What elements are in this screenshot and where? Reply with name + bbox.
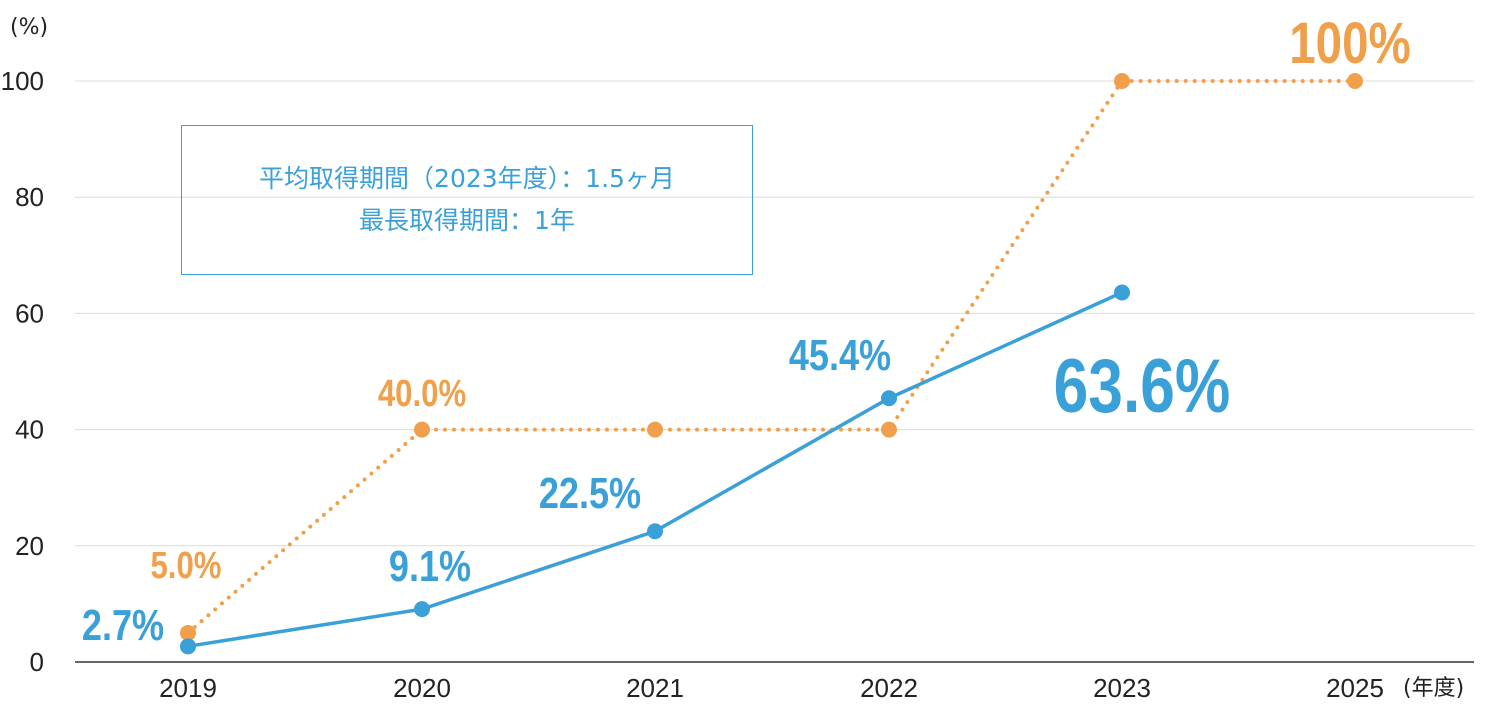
data-label: 22.5% xyxy=(539,469,641,518)
data-label: 40.0% xyxy=(378,373,466,415)
x-axis-unit: (年度) xyxy=(1403,676,1464,701)
x-axis-ticks: 2019 2020 2021 2022 2023 2025 xyxy=(159,673,1384,703)
y-tick-label: 0 xyxy=(30,647,44,677)
data-point xyxy=(647,523,663,540)
data-point xyxy=(180,638,196,655)
data-point xyxy=(414,421,430,438)
info-box: 平均取得期間（2023年度）：1.5ヶ月 最長取得期間：1年 xyxy=(181,125,753,275)
data-labels: 5.0% 40.0% 100% 2.7% 9.1% 22.5% 45.4% 63.6% xyxy=(82,12,1411,650)
x-tick-label: 2022 xyxy=(860,673,918,703)
gridlines xyxy=(75,80,1474,663)
data-label: 5.0% xyxy=(151,545,222,587)
data-label: 45.4% xyxy=(789,331,891,380)
x-tick-label: 2021 xyxy=(626,673,684,703)
x-tick-label: 2020 xyxy=(393,673,451,703)
data-point xyxy=(881,390,897,407)
data-point xyxy=(1114,73,1130,89)
y-tick-label: 40 xyxy=(15,415,44,445)
series-layer xyxy=(180,73,1363,655)
y-tick-label: 100 xyxy=(1,66,44,96)
info-line-average: 平均取得期間（2023年度）：1.5ヶ月 xyxy=(259,163,675,193)
data-point xyxy=(180,624,196,641)
data-point xyxy=(881,421,897,438)
y-axis-ticks: 0 20 40 60 80 100 xyxy=(1,66,44,677)
info-line-longest: 最長取得期間：1年 xyxy=(359,206,575,235)
data-point xyxy=(647,421,663,438)
series-line xyxy=(187,290,1123,649)
data-point xyxy=(1347,73,1363,89)
x-tick-label: 2025 xyxy=(1326,673,1384,703)
data-point xyxy=(1114,284,1130,301)
data-label: 2.7% xyxy=(82,601,164,650)
x-tick-label: 2023 xyxy=(1093,673,1151,703)
x-tick-label: 2019 xyxy=(159,673,217,703)
data-point xyxy=(414,601,430,618)
y-tick-label: 60 xyxy=(15,298,44,328)
data-label: 63.6% xyxy=(1054,343,1231,428)
y-axis-unit: (%) xyxy=(10,15,48,40)
data-label: 100% xyxy=(1289,12,1411,77)
data-label: 9.1% xyxy=(389,542,471,591)
y-tick-label: 80 xyxy=(15,182,44,212)
y-tick-label: 20 xyxy=(15,531,44,561)
